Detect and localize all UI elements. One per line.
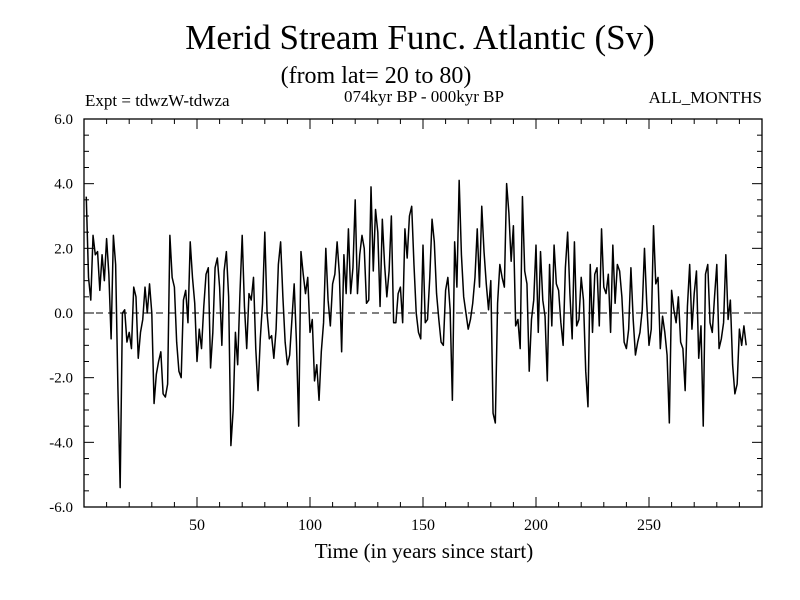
x-tick-label: 50	[189, 517, 205, 534]
y-tick-label: 4.0	[54, 177, 73, 193]
y-tick-label: 2.0	[54, 241, 73, 257]
x-axis-label: Time (in years since start)	[315, 539, 534, 563]
months-label: ALL_MONTHS	[649, 88, 762, 107]
x-tick-label: 150	[411, 517, 435, 534]
y-tick-label: -4.0	[49, 435, 73, 451]
chart-subtitle: (from lat= 20 to 80)	[281, 63, 472, 89]
x-tick-label: 200	[524, 517, 548, 534]
y-tick-label: 6.0	[54, 112, 73, 128]
chart-title: Merid Stream Func. Atlantic (Sv)	[185, 18, 655, 57]
y-tick-label: 0.0	[54, 306, 73, 322]
x-tick-label: 250	[637, 517, 661, 534]
plot-frame	[83, 118, 763, 508]
y-tick-label: -6.0	[49, 500, 73, 516]
experiment-label: Expt = tdwzW-tdwza	[85, 91, 230, 110]
period-label: 074kyr BP - 000kyr BP	[344, 87, 504, 106]
series-line	[85, 179, 747, 489]
x-tick-label: 100	[298, 517, 322, 534]
y-tick-label: -2.0	[49, 371, 73, 387]
